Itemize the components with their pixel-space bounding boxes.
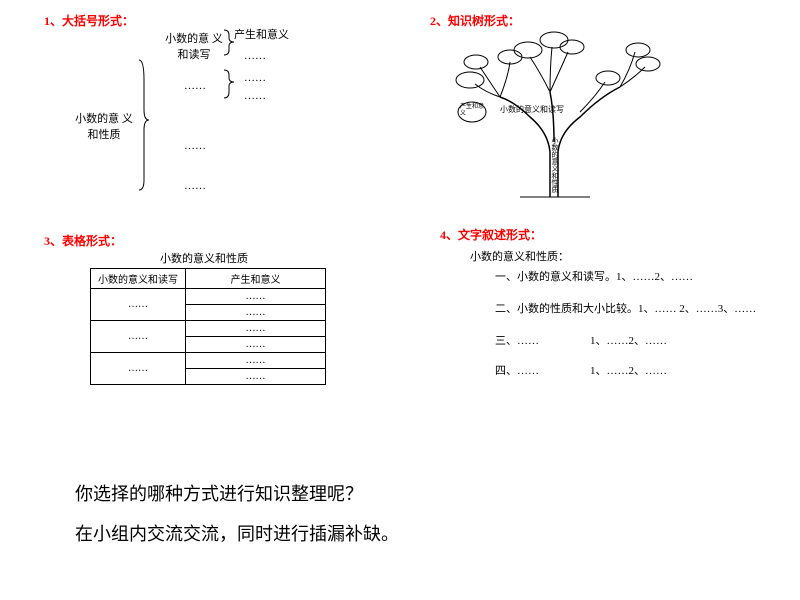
q2-trunk-label: 小数的意义和性质 bbox=[550, 137, 560, 193]
cell: …… bbox=[91, 321, 186, 353]
cell: …… bbox=[186, 289, 326, 305]
q4-title: 4、文字叙述形式： bbox=[440, 226, 542, 243]
cell: …… bbox=[186, 321, 326, 337]
cell: …… bbox=[186, 369, 326, 385]
q3-title: 3、表格形式： bbox=[44, 232, 122, 249]
cell: …… bbox=[91, 353, 186, 385]
q4-line3b: 1、……2、…… bbox=[590, 332, 667, 348]
q4-heading: 小数的意义和性质： bbox=[470, 248, 569, 264]
cell: …… bbox=[186, 337, 326, 353]
question-2: 在小组内交流交流，同时进行插漏补缺。 bbox=[75, 520, 399, 546]
q1-bracket-svg bbox=[44, 20, 364, 220]
q3-col2-header: 产生和意义 bbox=[186, 269, 326, 289]
q4-line4b: 1、……2、…… bbox=[590, 362, 667, 378]
q4-line3: 三、…… bbox=[495, 332, 539, 348]
cell: …… bbox=[186, 305, 326, 321]
q3-col1-header: 小数的意义和读写 bbox=[91, 269, 186, 289]
table-row: ………… bbox=[91, 321, 326, 337]
q3-table-title: 小数的意义和性质 bbox=[160, 250, 248, 266]
table-row: ………… bbox=[91, 353, 326, 369]
table-row: 小数的意义和读写 产生和意义 bbox=[91, 269, 326, 289]
cell: …… bbox=[91, 289, 186, 321]
question-1: 你选择的哪种方式进行知识整理呢？ bbox=[75, 480, 363, 506]
q4-line4: 四、…… bbox=[495, 362, 539, 378]
q2-tree: 小数的意义和读写 产生和意义 小数的意义和性质 bbox=[420, 22, 700, 202]
cell: …… bbox=[186, 353, 326, 369]
table-row: ………… bbox=[91, 289, 326, 305]
q3-table: 小数的意义和读写 产生和意义 ………… …… ………… …… ………… …… bbox=[90, 268, 326, 385]
q1-bracket-diagram: 小数的意 义和性质 小数的意 义和读写 产生和意义 …… …… …… …… ……… bbox=[44, 20, 364, 220]
q2-branch-label: 小数的意义和读写 bbox=[500, 104, 564, 115]
q2-leaf-label: 产生和意义 bbox=[460, 104, 484, 117]
q4-line1: 一、小数的意义和读写。1、……2、…… bbox=[495, 268, 693, 284]
q4-line2: 二、小数的性质和大小比较。1、…… 2、……3、…… bbox=[495, 300, 756, 316]
